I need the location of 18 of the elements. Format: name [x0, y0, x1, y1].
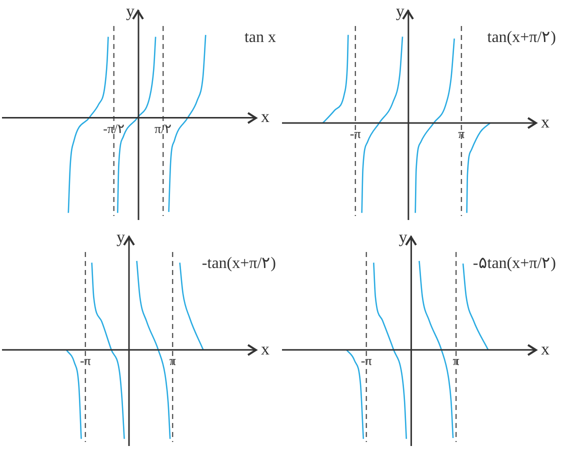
- y-axis-title: y: [396, 1, 405, 20]
- x-tick-label: -π: [360, 353, 372, 368]
- x-axis-title: x: [261, 107, 270, 126]
- x-tick-label: π: [458, 126, 466, 142]
- x-tick-label: π/۲: [154, 120, 172, 136]
- y-axis-title: y: [126, 1, 135, 20]
- y-axis-title: y: [398, 227, 408, 246]
- x-tick-label: π: [452, 353, 460, 368]
- x-axis-title: x: [541, 112, 550, 132]
- chart-title: tan(x+π/۲): [487, 29, 556, 46]
- x-axis-title: x: [261, 339, 270, 358]
- x-tick-label: π: [169, 353, 176, 368]
- chart-title: tan x: [244, 29, 276, 46]
- chart-title: -tan(x+π/۲): [202, 255, 276, 272]
- y-axis-title: y: [116, 227, 126, 246]
- x-tick-label: -π/۲: [103, 120, 125, 136]
- chart-title: -۵tan(x+π/۲): [472, 255, 556, 272]
- x-axis-title: x: [541, 339, 550, 358]
